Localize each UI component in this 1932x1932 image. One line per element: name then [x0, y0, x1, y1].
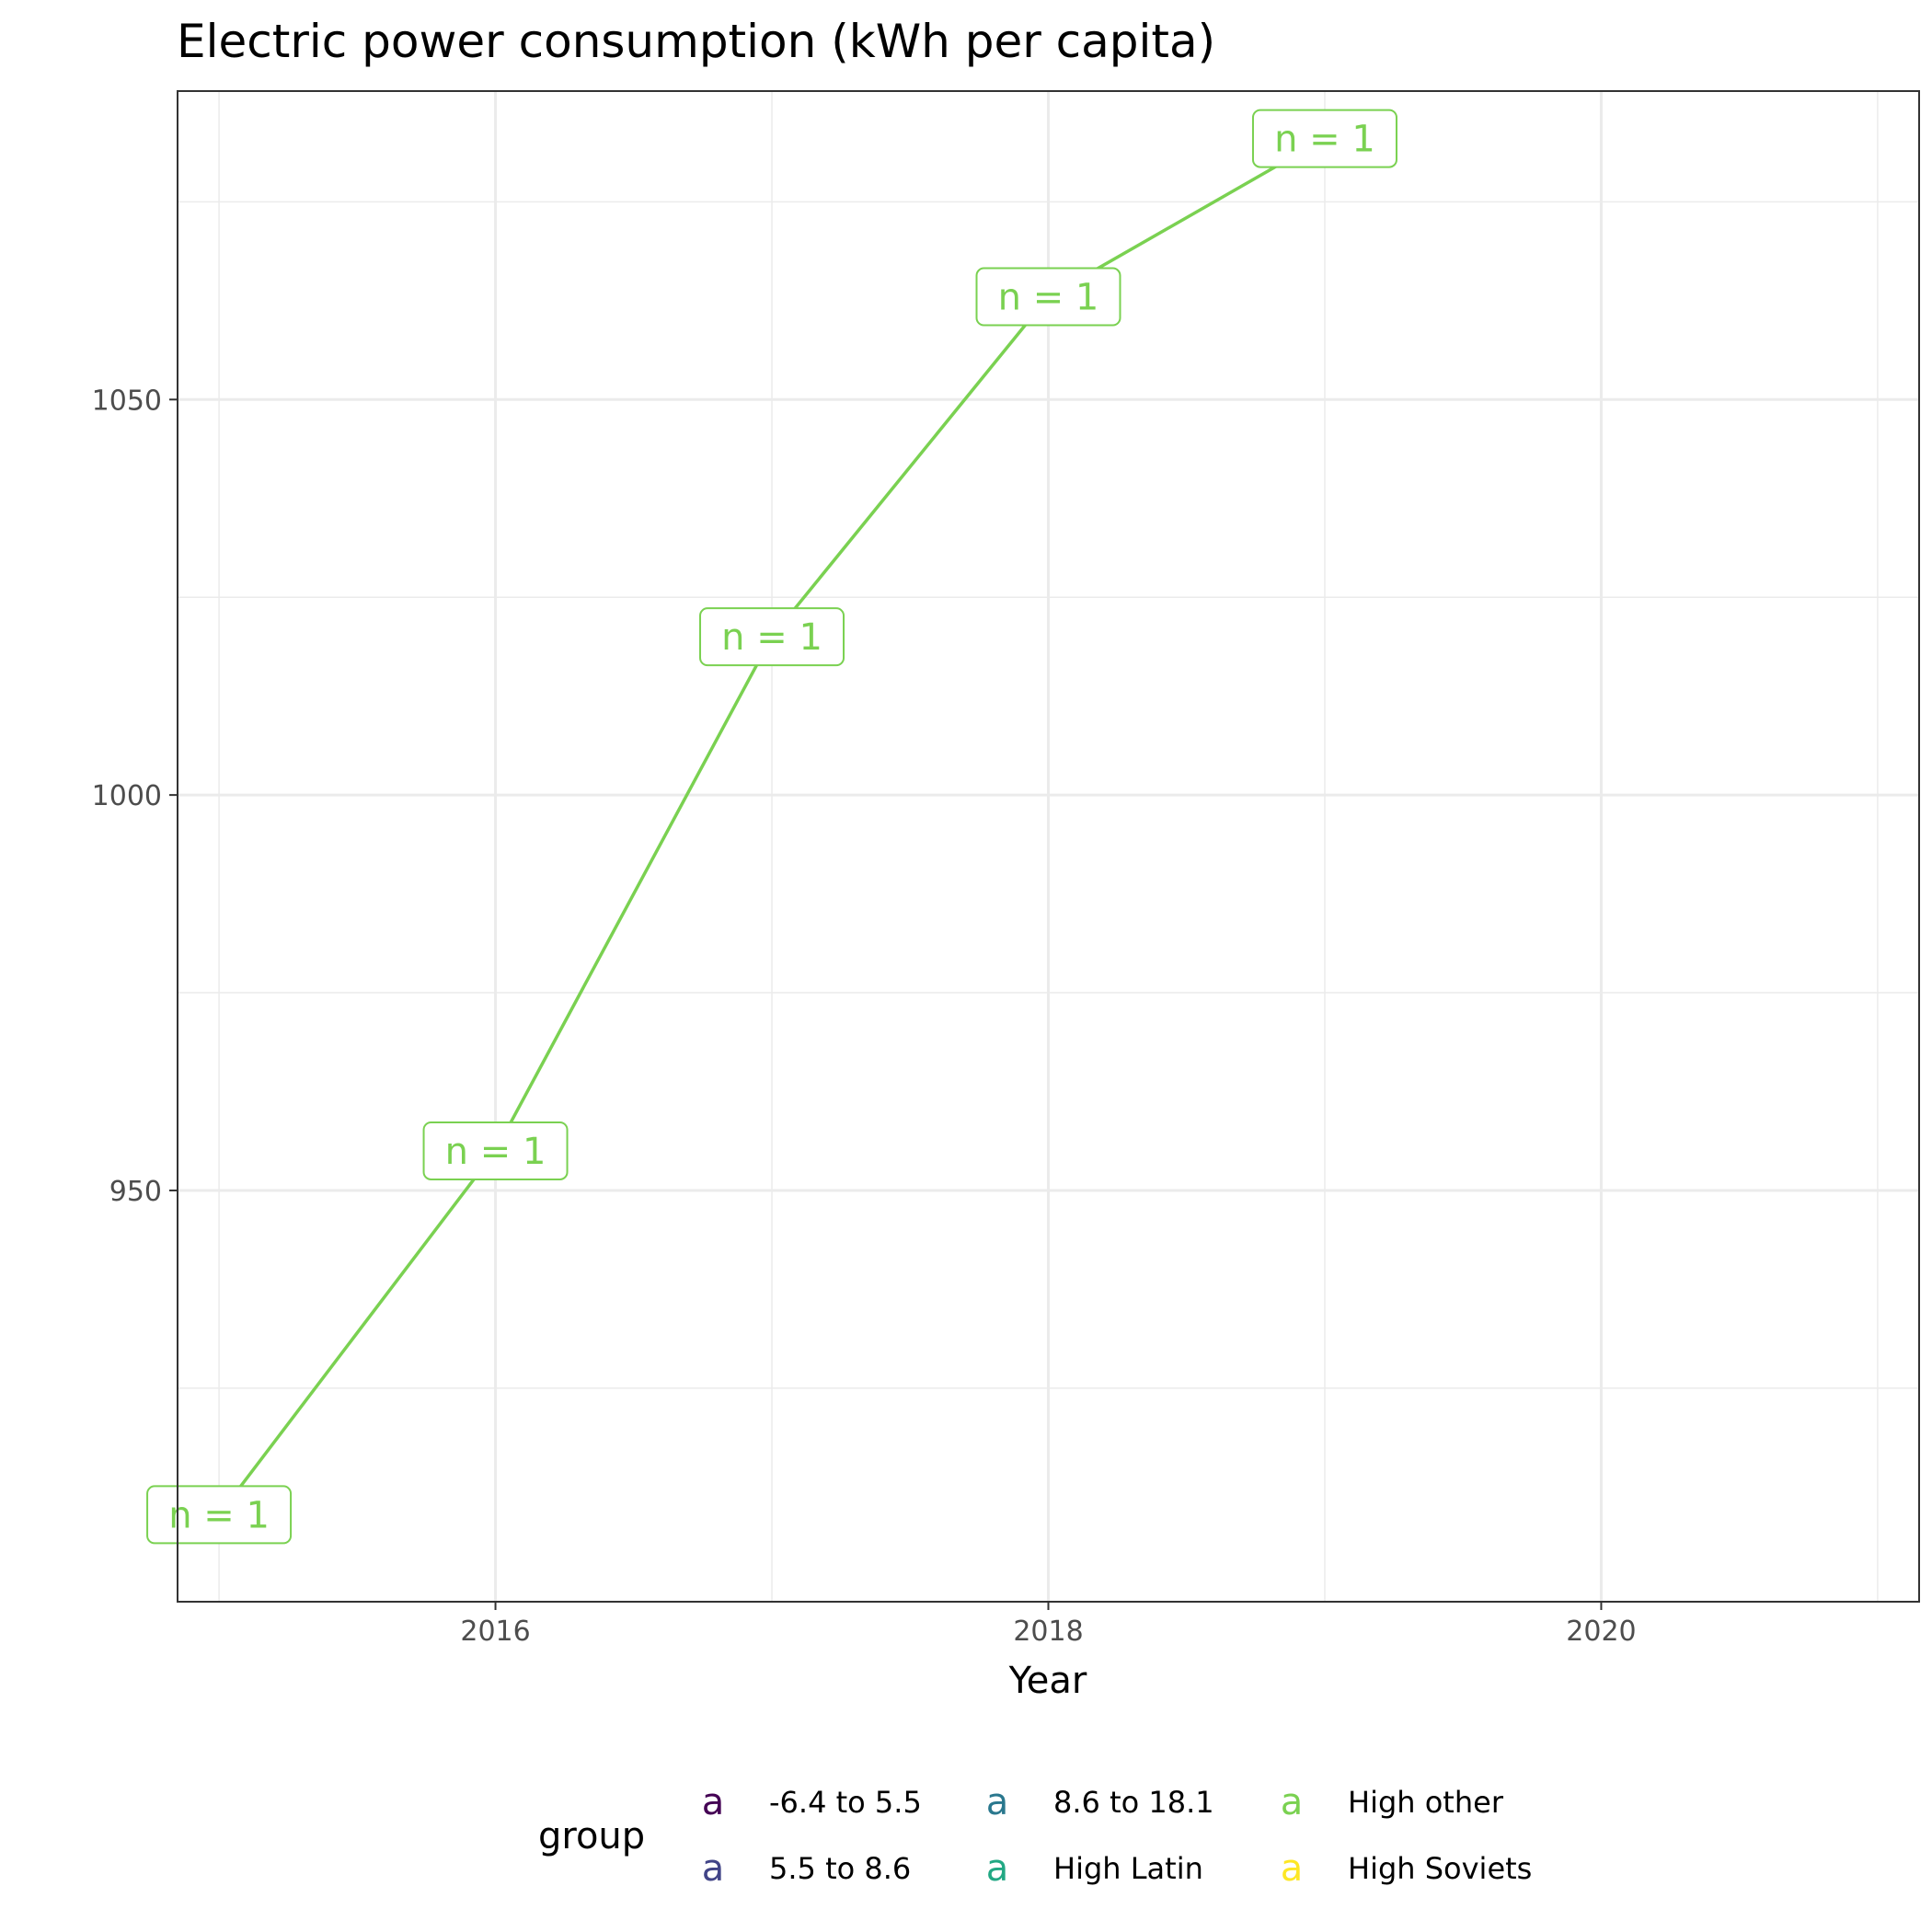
legend-label: High other	[1348, 1785, 1504, 1820]
legend-entry: a 8.6 to 18.1	[986, 1781, 1214, 1823]
point-label-text: n = 1	[445, 1131, 546, 1173]
legend-entry: a -6.4 to 5.5	[702, 1781, 922, 1823]
x-tick-label: 2020	[1566, 1616, 1636, 1648]
point-label: n = 1	[699, 607, 845, 667]
point-label: n = 1	[422, 1121, 569, 1180]
legend-entry: a High other	[1281, 1781, 1504, 1823]
point-label-box	[146, 1485, 293, 1545]
legend-title: group	[538, 1815, 645, 1857]
x-axis-title: Year	[1008, 1660, 1087, 1702]
point-label-text: n = 1	[168, 1494, 270, 1536]
legend-label: High Soviets	[1348, 1851, 1532, 1886]
point-label-box	[422, 1121, 569, 1180]
y-tick-label: 1000	[92, 780, 162, 812]
point-labels: n = 1 n = 1 n = 1 n = 1 n = 1	[146, 109, 1397, 1545]
point-label-text: n = 1	[721, 616, 822, 659]
legend-label: 8.6 to 18.1	[1053, 1785, 1214, 1820]
legend: group a -6.4 to 5.5 a 5.5 to 8.6 a 8.6 to 18.1…	[538, 1781, 1532, 1890]
legend-entry: a High Soviets	[1281, 1847, 1533, 1890]
point-label: n = 1	[146, 1485, 293, 1545]
legend-key: a	[986, 1781, 1009, 1823]
legend-entry: a High Latin	[986, 1847, 1203, 1890]
chart-title: Electric power consumption (kWh per capi…	[177, 15, 1215, 68]
legend-label: High Latin	[1053, 1851, 1203, 1886]
point-label-box	[1251, 109, 1397, 168]
major-gridlines	[178, 91, 1919, 1602]
x-tick-label: 2018	[1013, 1616, 1083, 1648]
legend-label: 5.5 to 8.6	[769, 1851, 911, 1886]
x-axis: 2016 2018 2020	[460, 1602, 1637, 1648]
legend-label: -6.4 to 5.5	[769, 1785, 922, 1820]
point-label: n = 1	[1251, 109, 1397, 168]
point-label-text: n = 1	[1274, 119, 1375, 161]
legend-key: a	[1281, 1781, 1304, 1823]
y-tick-label: 950	[109, 1176, 162, 1208]
point-label-box	[699, 607, 845, 667]
x-tick-label: 2016	[460, 1616, 530, 1648]
legend-key: a	[1281, 1847, 1304, 1890]
legend-key: a	[702, 1847, 725, 1890]
point-label: n = 1	[975, 267, 1121, 327]
y-tick-label: 1050	[92, 385, 162, 417]
y-axis: 950 1000 1050	[92, 385, 178, 1208]
point-label-text: n = 1	[998, 277, 1099, 319]
legend-key: a	[702, 1781, 725, 1823]
legend-key: a	[986, 1847, 1009, 1890]
point-label-box	[975, 267, 1121, 327]
legend-entry: a 5.5 to 8.6	[702, 1847, 912, 1890]
